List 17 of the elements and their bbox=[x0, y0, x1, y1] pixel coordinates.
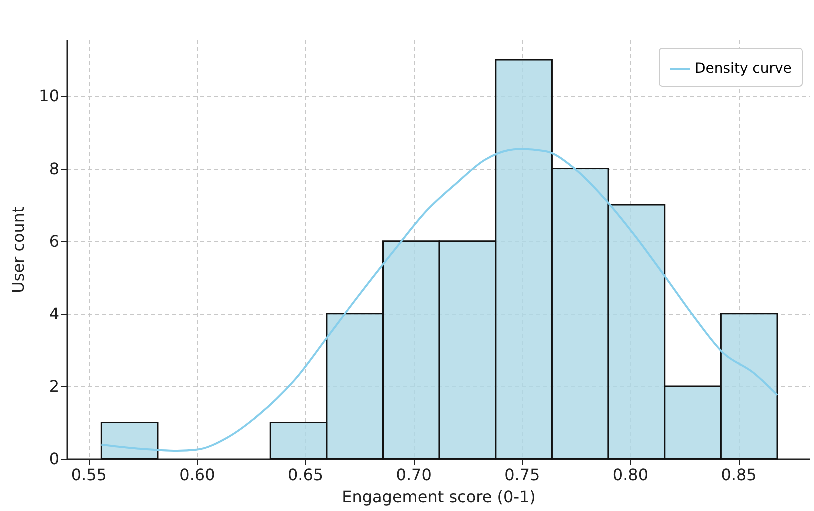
y-tick-label: 0 bbox=[49, 450, 60, 468]
x-axis-title: Engagement score (0-1) bbox=[342, 488, 536, 506]
y-tick-label: 2 bbox=[49, 376, 60, 396]
x-tick-label: 0.60 bbox=[180, 466, 216, 484]
y-axis-title: User count bbox=[9, 206, 28, 294]
x-tick-label: 0.55 bbox=[71, 466, 107, 484]
x-tick-label: 0.65 bbox=[288, 466, 324, 484]
line-series bbox=[100, 148, 779, 452]
y-tick-label: 10 bbox=[39, 86, 60, 106]
y-tick-label: 6 bbox=[49, 232, 60, 251]
x-tick-label: 0.80 bbox=[612, 466, 649, 484]
y-tick-label: 4 bbox=[49, 304, 60, 324]
x-tick-label: 0.70 bbox=[396, 466, 432, 484]
x-tick-label: 0.85 bbox=[721, 466, 757, 484]
legend-label: Density curve bbox=[695, 61, 792, 77]
x-tick-label: 0.75 bbox=[504, 466, 540, 484]
y-tick-label: 8 bbox=[49, 159, 60, 178]
